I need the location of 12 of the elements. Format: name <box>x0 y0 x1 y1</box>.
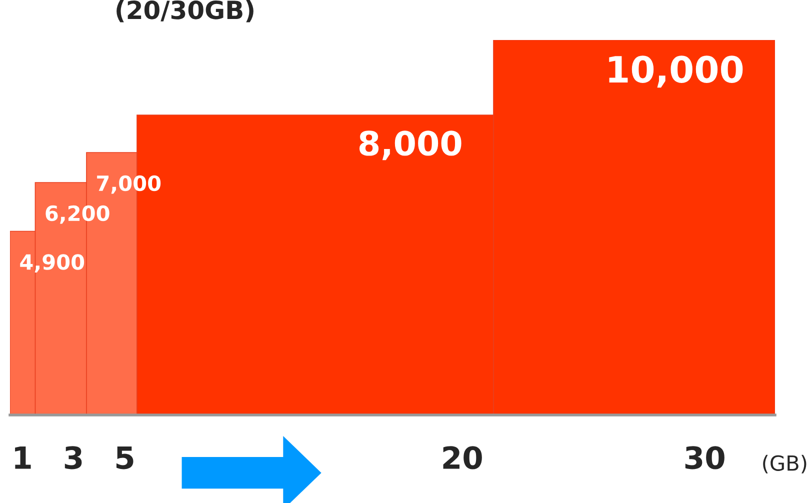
x-tick-label: 30 <box>685 446 724 470</box>
data-label: 4,900 <box>20 254 84 273</box>
x-tick-label: 5 <box>116 446 134 470</box>
data-label: 10,000 <box>609 56 743 88</box>
data-label: 6,200 <box>46 205 110 224</box>
x-tick-label: 20 <box>443 446 482 470</box>
chart-title: (20/30GB) <box>116 0 254 22</box>
data-label: 8,000 <box>359 130 462 160</box>
x-tick-label: 3 <box>64 446 82 470</box>
data-label: 7,000 <box>97 175 161 194</box>
x-axis-title: (GB) <box>763 454 806 474</box>
x-tick-label: 1 <box>15 446 31 469</box>
